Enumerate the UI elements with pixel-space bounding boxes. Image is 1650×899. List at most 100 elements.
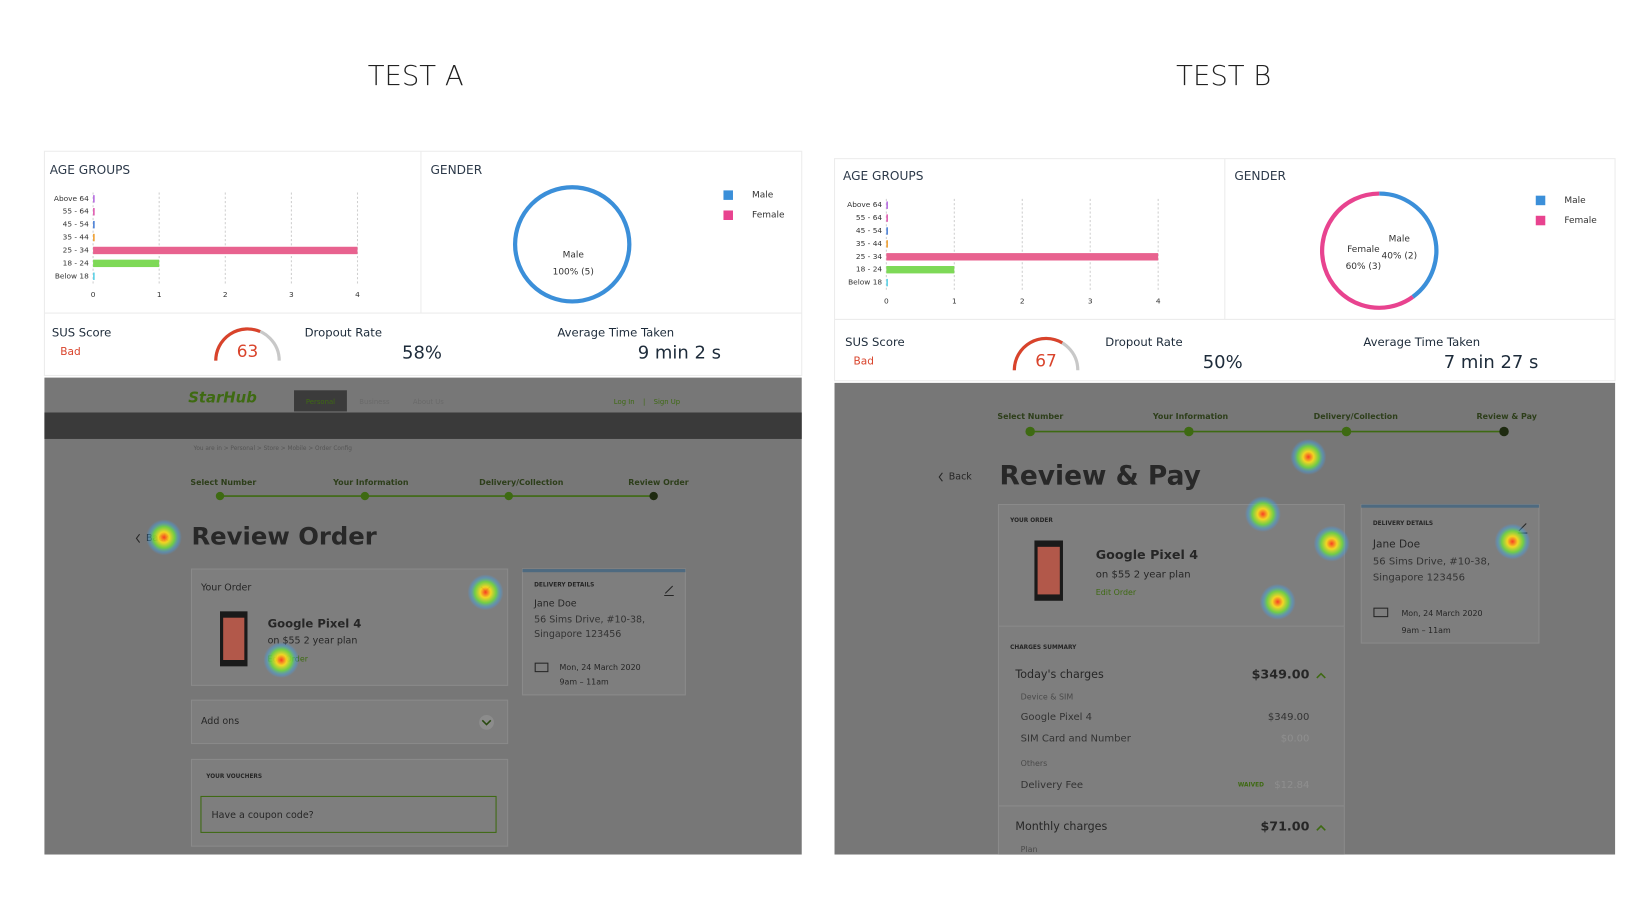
bar bbox=[93, 233, 95, 242]
step-dot bbox=[215, 491, 225, 501]
text: Personal bbox=[306, 398, 335, 406]
x-tick-label: 0 bbox=[884, 296, 889, 305]
sus-score: 63 bbox=[237, 341, 259, 361]
x-tick-label: 0 bbox=[91, 290, 96, 299]
text: Jane Doe bbox=[1372, 539, 1420, 551]
bar bbox=[886, 278, 888, 287]
rating: Bad bbox=[854, 356, 874, 368]
slice-name: Male bbox=[563, 250, 585, 260]
coupon-input bbox=[200, 795, 497, 833]
text: Singapore 123456 bbox=[534, 629, 621, 640]
text: Delivery/Collection bbox=[1314, 412, 1399, 421]
text: Back bbox=[949, 472, 973, 483]
x-tick-label: 4 bbox=[1156, 296, 1161, 305]
x-tick-label: 3 bbox=[1088, 296, 1093, 305]
pie-slice bbox=[512, 185, 632, 304]
text: Review Order bbox=[191, 521, 376, 550]
text: About Us bbox=[413, 398, 444, 406]
text: Business bbox=[359, 398, 390, 406]
x-tick-label: 4 bbox=[355, 290, 360, 299]
chevron bbox=[1316, 672, 1326, 679]
text: Delivery/Collection bbox=[479, 478, 564, 487]
legend-swatch bbox=[723, 210, 733, 220]
text: Today's charges bbox=[1014, 668, 1104, 681]
heat-spot bbox=[1259, 583, 1296, 620]
sus-score: 67 bbox=[1035, 351, 1057, 371]
bar bbox=[886, 214, 888, 222]
metric-label: SUS Score bbox=[845, 335, 905, 349]
step-dot bbox=[1184, 426, 1194, 437]
rating: Bad bbox=[60, 346, 80, 358]
legend-label: Male bbox=[752, 191, 774, 201]
step-dot bbox=[1341, 426, 1352, 437]
text: Select Number bbox=[997, 412, 1063, 421]
y-tick-label: 25 - 34 bbox=[856, 252, 882, 261]
chart-title: GENDER bbox=[430, 163, 482, 177]
text: Add ons bbox=[201, 716, 239, 727]
x-tick-label: 2 bbox=[1020, 296, 1025, 305]
text: on $55 2 year plan bbox=[268, 635, 358, 646]
metric-value: 9 min 2 s bbox=[638, 342, 721, 363]
heat-spot bbox=[467, 574, 504, 611]
text: Your Information bbox=[1152, 412, 1229, 421]
slice-name: Female bbox=[1347, 245, 1380, 255]
text: SIM Card and Number bbox=[1021, 733, 1132, 744]
bar bbox=[886, 201, 888, 209]
chevron bbox=[938, 472, 943, 482]
metric-label: Average Time Taken bbox=[1363, 335, 1480, 349]
legend-label: Female bbox=[752, 211, 785, 221]
heat-spot bbox=[1494, 523, 1531, 560]
text: Review & Pay bbox=[1477, 412, 1538, 421]
text: Google Pixel 4 bbox=[1021, 712, 1092, 723]
metric-label: Dropout Rate bbox=[305, 326, 382, 340]
text: You are in > Personal > Store > Mobile >… bbox=[193, 446, 353, 452]
heat-spot bbox=[1313, 525, 1350, 562]
text: $349.00 bbox=[1252, 666, 1310, 681]
bar bbox=[93, 195, 95, 203]
text: 9am – 11am bbox=[560, 678, 610, 687]
text: Your Information bbox=[332, 478, 409, 487]
text: $71.00 bbox=[1260, 819, 1309, 834]
canvas: TEST A AGE GROUPS 0 1 2 3 4 Above 64 55 - 64 45 -… bbox=[31, 60, 1629, 899]
chart-title: GENDER bbox=[1234, 169, 1286, 183]
heat-spot bbox=[1290, 438, 1327, 475]
x-tick-label: 3 bbox=[289, 290, 294, 299]
bar bbox=[93, 246, 358, 255]
heat-spot bbox=[1244, 496, 1281, 533]
metric-value: 7 min 27 s bbox=[1444, 352, 1539, 373]
y-tick-label: 18 - 24 bbox=[63, 258, 89, 267]
text: Log In bbox=[614, 398, 635, 406]
slice-name: Male bbox=[1389, 235, 1411, 245]
slice-label: 100% (5) bbox=[553, 267, 594, 277]
text: Delivery Fee bbox=[1021, 780, 1083, 791]
expand bbox=[479, 714, 494, 730]
slice-label: 40% (2) bbox=[1382, 251, 1418, 261]
legend-label: Female bbox=[1564, 216, 1597, 226]
y-tick-label: 45 - 54 bbox=[856, 226, 882, 235]
text: StarHub bbox=[188, 390, 257, 407]
metric-label: SUS Score bbox=[52, 326, 112, 340]
gauge-value bbox=[1012, 336, 1064, 371]
bar bbox=[93, 208, 95, 216]
bar bbox=[886, 227, 888, 235]
x-tick-label: 1 bbox=[952, 296, 957, 305]
metric-label: Dropout Rate bbox=[1105, 335, 1182, 349]
metric-value: 58% bbox=[402, 342, 442, 363]
chart-title: AGE GROUPS bbox=[50, 163, 131, 177]
text: Edit Order bbox=[1096, 588, 1137, 597]
step-dot bbox=[1499, 426, 1509, 437]
step-dot bbox=[649, 491, 658, 501]
pie-slice bbox=[1320, 191, 1415, 310]
text: 56 Sims Drive, #10-38, bbox=[1373, 557, 1490, 568]
truck bbox=[534, 662, 549, 673]
phone-screen bbox=[223, 617, 245, 660]
bar bbox=[886, 266, 955, 274]
nav-active bbox=[294, 390, 347, 412]
text: Review Order bbox=[628, 478, 688, 487]
chart-title: AGE GROUPS bbox=[843, 169, 924, 183]
y-tick-label: 55 - 64 bbox=[856, 213, 882, 222]
text: | bbox=[643, 398, 645, 406]
test-title: TEST B bbox=[1176, 60, 1271, 92]
text: 9am – 11am bbox=[1401, 626, 1451, 635]
